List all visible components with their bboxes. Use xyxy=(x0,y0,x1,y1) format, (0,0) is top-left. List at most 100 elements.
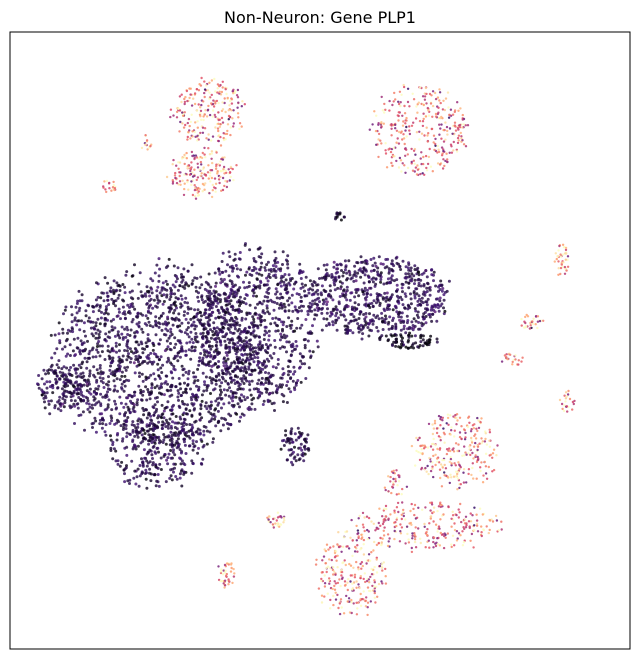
data-point xyxy=(317,587,321,590)
data-point xyxy=(186,377,190,381)
data-point xyxy=(332,565,335,569)
data-point xyxy=(395,261,399,265)
data-point xyxy=(333,283,337,287)
data-point xyxy=(217,373,221,377)
data-point xyxy=(208,153,212,156)
data-point xyxy=(377,132,381,136)
data-point xyxy=(365,288,369,292)
data-point xyxy=(172,367,176,371)
data-point xyxy=(509,353,512,356)
data-point xyxy=(418,119,422,123)
data-point xyxy=(324,273,328,277)
data-point xyxy=(347,547,351,550)
data-point xyxy=(234,308,238,312)
data-point xyxy=(308,349,312,353)
data-point xyxy=(181,111,184,114)
data-point xyxy=(252,387,256,391)
data-point xyxy=(188,409,192,413)
data-point xyxy=(428,315,432,319)
data-point xyxy=(188,340,192,344)
data-point xyxy=(443,164,446,168)
data-point xyxy=(252,294,255,298)
data-point xyxy=(258,286,262,290)
data-point xyxy=(184,412,188,416)
cluster-light-small-right-3 xyxy=(500,352,524,366)
data-point xyxy=(410,147,413,151)
cluster-dark-mass-right-lobe xyxy=(299,255,451,341)
data-point xyxy=(144,134,147,137)
data-point xyxy=(450,462,453,465)
data-point xyxy=(214,182,218,185)
data-point xyxy=(459,123,462,127)
data-point xyxy=(236,402,240,406)
data-point xyxy=(246,396,249,400)
data-point xyxy=(468,445,471,448)
data-point xyxy=(454,413,457,417)
data-point xyxy=(171,412,175,416)
data-point xyxy=(106,298,110,302)
data-point xyxy=(272,274,276,278)
data-point xyxy=(484,432,487,435)
data-point xyxy=(100,310,103,314)
data-point xyxy=(80,293,84,297)
data-point xyxy=(79,339,83,343)
data-point xyxy=(390,161,393,165)
data-point xyxy=(135,330,139,334)
data-point xyxy=(240,412,244,416)
data-point xyxy=(568,397,572,401)
data-point xyxy=(393,537,396,541)
data-point xyxy=(178,95,182,98)
data-point xyxy=(421,172,424,175)
data-point xyxy=(64,354,68,358)
data-point xyxy=(214,90,217,93)
data-point xyxy=(383,318,387,322)
data-point xyxy=(142,413,146,417)
data-point xyxy=(311,299,315,303)
data-point xyxy=(332,570,336,573)
data-point xyxy=(361,326,365,330)
data-point xyxy=(250,269,254,272)
data-point xyxy=(216,91,219,94)
data-point xyxy=(73,316,77,320)
data-point xyxy=(94,298,98,302)
data-point xyxy=(300,362,304,366)
data-point xyxy=(265,304,269,308)
data-point xyxy=(405,116,408,120)
data-point xyxy=(112,279,116,283)
data-point xyxy=(346,328,350,332)
data-point xyxy=(361,511,365,515)
data-point xyxy=(102,291,105,295)
data-point xyxy=(53,351,57,355)
data-point xyxy=(320,579,323,583)
data-point xyxy=(383,291,387,295)
data-point xyxy=(281,296,285,300)
data-point xyxy=(432,506,436,509)
data-point xyxy=(207,177,210,180)
data-point xyxy=(427,539,430,542)
data-point xyxy=(279,267,283,271)
data-point xyxy=(205,336,209,340)
data-point xyxy=(219,160,222,163)
data-point xyxy=(369,269,373,273)
data-point xyxy=(416,310,420,314)
data-point xyxy=(91,426,94,429)
data-point xyxy=(307,288,311,292)
data-point xyxy=(353,550,357,553)
data-point xyxy=(285,340,289,344)
data-point xyxy=(327,274,331,278)
data-point xyxy=(220,375,224,379)
data-point xyxy=(348,271,352,274)
data-point xyxy=(219,343,223,347)
data-point xyxy=(460,520,463,524)
data-point xyxy=(370,520,373,523)
data-point xyxy=(107,330,111,334)
data-point xyxy=(139,388,143,392)
data-point xyxy=(190,346,194,349)
data-point xyxy=(434,542,437,545)
data-point xyxy=(439,439,442,442)
data-point xyxy=(211,115,214,118)
data-point xyxy=(214,190,217,193)
data-point xyxy=(572,402,575,406)
data-point xyxy=(273,409,276,412)
data-point xyxy=(98,354,102,358)
